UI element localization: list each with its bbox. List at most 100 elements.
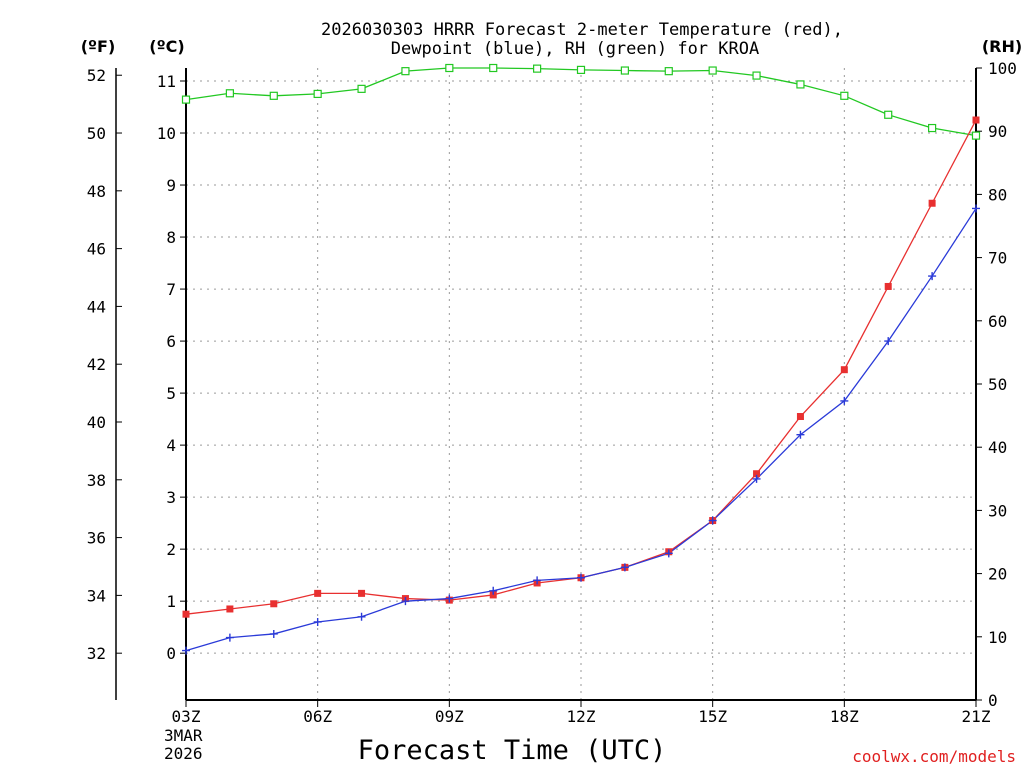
f-tick-label: 36	[87, 529, 106, 548]
x-tick-label: 12Z	[567, 707, 596, 726]
f-tick-label: 34	[87, 586, 106, 605]
fahrenheit-axis-unit: (ºF)	[81, 37, 116, 56]
rh-tick-label: 80	[988, 185, 1007, 204]
f-tick-label: 38	[87, 471, 106, 490]
rh-tick-label: 60	[988, 312, 1007, 331]
rh-point	[708, 66, 717, 75]
c-tick-label: 5	[166, 384, 176, 403]
start-date-line2: 2026	[164, 744, 203, 763]
rh-point	[752, 71, 761, 80]
chart-title-line2: Dewpoint (blue), RH (green) for KROA	[391, 39, 759, 59]
credit-link[interactable]: coolwx.com/models	[852, 747, 1016, 766]
dewpoint-point	[928, 272, 937, 281]
rh-tick-label: 50	[988, 375, 1007, 394]
rh-tick-label: 10	[988, 628, 1007, 647]
rh-point	[576, 65, 586, 74]
temperature-point	[182, 610, 190, 618]
f-tick-label: 48	[87, 182, 106, 201]
dewpoint-point	[752, 474, 761, 483]
dewpoint-point	[620, 563, 629, 572]
dewpoint-point	[357, 612, 366, 621]
chart-title-line1: 2026030303 HRRR Forecast 2-meter Tempera…	[321, 20, 843, 40]
rh-point	[357, 84, 366, 93]
dewpoint-point	[401, 597, 410, 606]
dewpoint-point	[664, 549, 673, 558]
dewpoint-point	[972, 204, 980, 213]
c-tick-label: 0	[166, 644, 176, 663]
dewpoint-line	[185, 208, 977, 652]
dewpoint-point	[840, 396, 849, 405]
dewpoint-point	[225, 633, 234, 642]
c-tick-label: 8	[166, 228, 176, 247]
dewpoint-point	[182, 646, 190, 655]
c-tick-label: 11	[157, 72, 176, 91]
temperature-point	[796, 413, 804, 421]
rh-axis-unit: (RH)	[982, 37, 1022, 56]
f-tick-label: 40	[87, 413, 106, 432]
temperature-point	[489, 591, 497, 599]
rh-tick-label: 40	[988, 438, 1007, 457]
rh-tick-label: 100	[988, 59, 1017, 78]
c-tick-label: 2	[166, 540, 176, 559]
rh-point	[533, 64, 542, 73]
temperature-point	[972, 116, 980, 124]
dewpoint-point	[533, 576, 542, 585]
x-tick-label: 15Z	[698, 707, 727, 726]
rh-point	[884, 110, 893, 119]
rh-point	[313, 89, 322, 99]
temperature-point	[226, 605, 234, 613]
temperature-point	[840, 366, 848, 374]
c-tick-label: 4	[166, 436, 176, 455]
f-tick-label: 50	[87, 124, 106, 143]
c-tick-label: 10	[157, 124, 176, 143]
temperature-point	[314, 589, 322, 597]
celsius-axis-unit: (ºC)	[149, 37, 184, 56]
dewpoint-point	[796, 430, 805, 439]
c-tick-label: 1	[166, 592, 176, 611]
rh-point	[445, 63, 454, 73]
x-tick-label: 21Z	[962, 707, 991, 726]
rh-point	[928, 123, 937, 133]
dewpoint-point	[269, 629, 278, 638]
rh-point	[971, 131, 981, 140]
temperature-point	[270, 600, 278, 608]
x-tick-label: 18Z	[830, 707, 859, 726]
rh-point	[269, 91, 278, 100]
c-tick-label: 7	[166, 280, 176, 299]
start-date-line1: 3MAR	[164, 726, 203, 745]
x-axis-label: Forecast Time (UTC)	[358, 735, 667, 766]
rh-point	[796, 80, 805, 89]
rh-tick-label: 90	[988, 122, 1007, 141]
temperature-point	[928, 199, 936, 207]
rh-tick-label: 20	[988, 565, 1007, 584]
c-tick-label: 6	[166, 332, 176, 351]
rh-point	[840, 91, 849, 100]
data-series	[181, 63, 981, 655]
rh-tick-label: 0	[988, 691, 998, 710]
c-tick-label: 9	[166, 176, 176, 195]
temperature-point	[884, 282, 892, 290]
rh-point	[181, 95, 191, 104]
f-tick-label: 46	[87, 240, 106, 259]
dewpoint-point	[489, 586, 498, 595]
dewpoint-point	[884, 337, 893, 346]
rh-point	[489, 63, 498, 73]
dewpoint-point	[708, 516, 717, 525]
rh-tick-label: 70	[988, 249, 1007, 268]
f-tick-label: 42	[87, 355, 106, 374]
dewpoint-point	[445, 594, 454, 603]
x-tick-label: 03Z	[172, 707, 201, 726]
x-tick-label: 09Z	[435, 707, 464, 726]
x-tick-label: 06Z	[303, 707, 332, 726]
c-tick-label: 3	[166, 488, 176, 507]
axes	[115, 68, 977, 701]
f-tick-label: 52	[87, 66, 106, 85]
rh-point	[620, 66, 629, 75]
dewpoint-point	[577, 573, 585, 582]
rh-point	[664, 67, 673, 76]
rh-point	[225, 89, 234, 98]
dewpoint-point	[313, 617, 322, 626]
f-tick-label: 32	[87, 644, 106, 663]
